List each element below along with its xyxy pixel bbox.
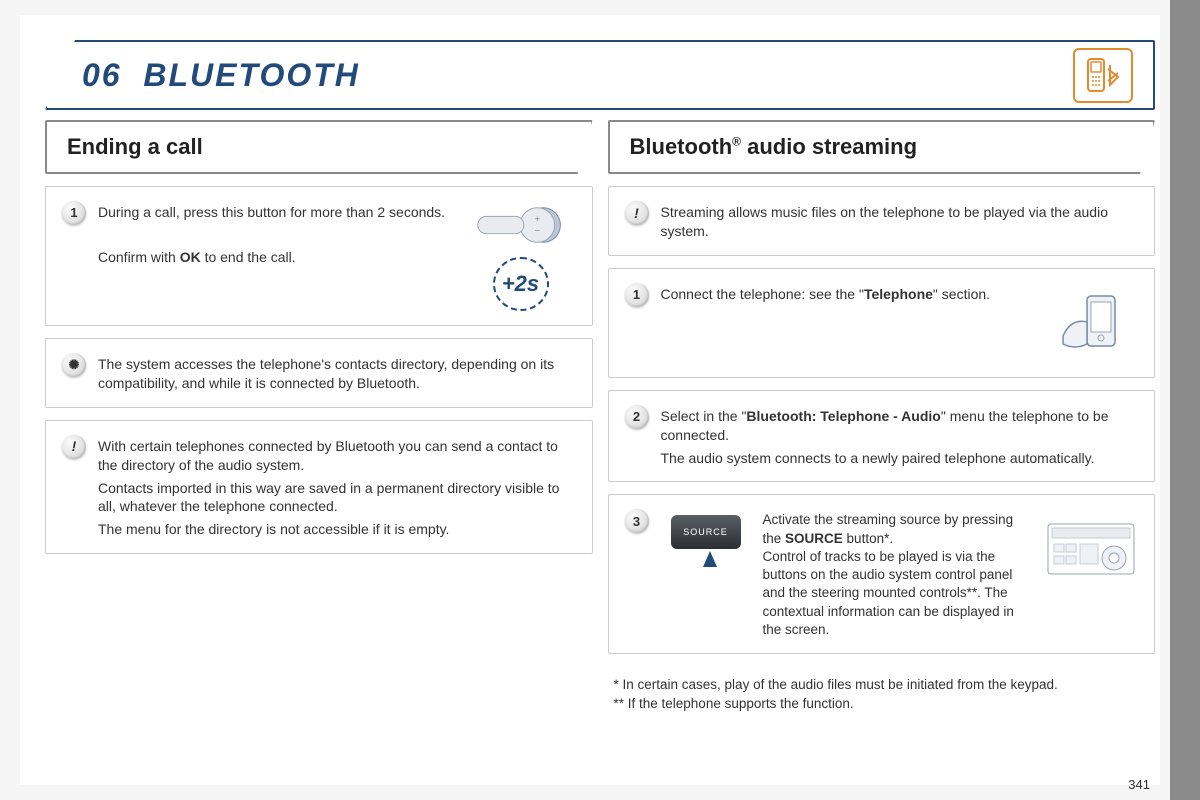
control-stalk-illustration: + − +2s	[466, 201, 576, 311]
chapter-number: 06	[82, 57, 122, 93]
confirm-text: Confirm with OK to end the call.	[98, 248, 454, 267]
chapter-header: 06 BLUETOOTH	[45, 40, 1155, 110]
page-edge-bar	[1170, 0, 1200, 800]
svg-text:−: −	[534, 226, 540, 237]
streaming-intro-box: Streaming allows music files on the tele…	[608, 186, 1156, 256]
step-text: Activate the streaming source by pressin…	[763, 509, 1032, 639]
page-number: 341	[1128, 777, 1150, 792]
left-column: Ending a call 1 During a call, press thi…	[45, 120, 593, 714]
contacts-directory-note: The system accesses the telephone's cont…	[45, 338, 593, 408]
step-1-badge: 1	[625, 283, 649, 307]
section-title-streaming: Bluetooth® audio streaming	[608, 120, 1156, 174]
step-row: 1 During a call, press this button for m…	[62, 201, 576, 311]
hand-phone-illustration	[1048, 283, 1138, 363]
streaming-step2-box: 2 Select in the "Bluetooth: Telephone - …	[608, 390, 1156, 483]
streaming-step3-box: 3 SOURCE Activate the streaming source b…	[608, 494, 1156, 654]
step-row: 3 SOURCE Activate the streaming source b…	[625, 509, 1139, 639]
section-heading: Ending a call	[67, 134, 571, 160]
manual-page: 06 BLUETOOTH Ending a call 1	[20, 15, 1160, 785]
right-column: Bluetooth® audio streaming Streaming all…	[608, 120, 1156, 714]
intro-text: Streaming allows music files on the tele…	[661, 201, 1139, 241]
step-2-badge: 2	[625, 405, 649, 429]
section-heading: Bluetooth® audio streaming	[630, 134, 1134, 160]
step-1-badge: 1	[62, 201, 86, 225]
note-row: Streaming allows music files on the tele…	[625, 201, 1139, 241]
step-row: 2 Select in the "Bluetooth: Telephone - …	[625, 405, 1139, 468]
note-row: The system accesses the telephone's cont…	[62, 353, 576, 393]
step-1-text: During a call, press this button for mor…	[98, 203, 454, 222]
tip-text: The system accesses the telephone's cont…	[98, 353, 576, 393]
note-text: With certain telephones connected by Blu…	[98, 435, 576, 539]
exclamation-icon	[62, 435, 86, 459]
note-row: With certain telephones connected by Blu…	[62, 435, 576, 539]
step-text: During a call, press this button for mor…	[98, 201, 454, 267]
step-text: Select in the "Bluetooth: Telephone - Au…	[661, 405, 1139, 468]
footnote-2: ** If the telephone supports the functio…	[614, 695, 1150, 714]
ending-call-box: 1 During a call, press this button for m…	[45, 186, 593, 326]
footnotes: * In certain cases, play of the audio fi…	[608, 666, 1156, 714]
step-row: 1 Connect the telephone: see the "Teleph…	[625, 283, 1139, 363]
directory-import-note: With certain telephones connected by Blu…	[45, 420, 593, 554]
radio-unit-illustration	[1043, 509, 1138, 589]
content-columns: Ending a call 1 During a call, press thi…	[45, 120, 1155, 714]
chapter-title-text: BLUETOOTH	[143, 57, 360, 93]
streaming-step1-box: 1 Connect the telephone: see the "Teleph…	[608, 268, 1156, 378]
source-button-icon: SOURCE	[671, 515, 741, 549]
exclamation-icon	[625, 201, 649, 225]
step-text: Connect the telephone: see the "Telephon…	[661, 283, 1037, 304]
hold-2s-badge: +2s	[493, 257, 549, 311]
section-title-ending-call: Ending a call	[45, 120, 593, 174]
chapter-title: 06 BLUETOOTH	[82, 57, 360, 94]
bluetooth-phone-icon	[1073, 48, 1133, 103]
source-button-illustration: SOURCE	[661, 509, 751, 549]
tip-icon	[62, 353, 86, 377]
footnote-1: * In certain cases, play of the audio fi…	[614, 676, 1150, 695]
svg-text:+: +	[534, 214, 540, 225]
step-3-badge: 3	[625, 509, 649, 533]
